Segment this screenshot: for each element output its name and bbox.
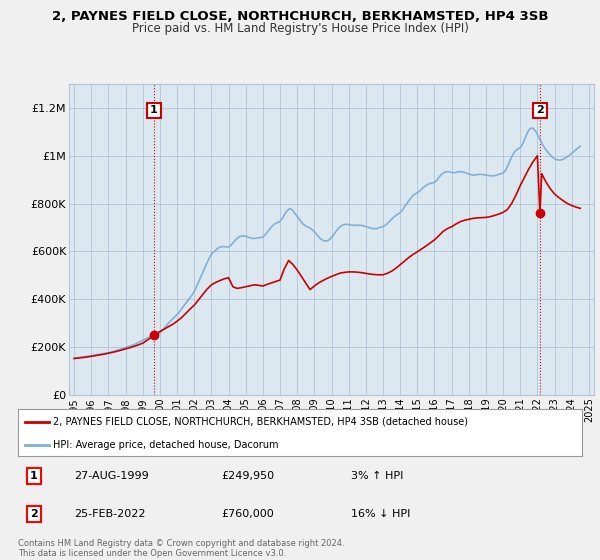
Text: Contains HM Land Registry data © Crown copyright and database right 2024.
This d: Contains HM Land Registry data © Crown c… (18, 539, 344, 558)
Text: 2, PAYNES FIELD CLOSE, NORTHCHURCH, BERKHAMSTED, HP4 3SB: 2, PAYNES FIELD CLOSE, NORTHCHURCH, BERK… (52, 10, 548, 23)
Text: 25-FEB-2022: 25-FEB-2022 (74, 508, 146, 519)
Text: £760,000: £760,000 (221, 508, 274, 519)
Text: 1: 1 (30, 471, 38, 481)
Text: 2, PAYNES FIELD CLOSE, NORTHCHURCH, BERKHAMSTED, HP4 3SB (detached house): 2, PAYNES FIELD CLOSE, NORTHCHURCH, BERK… (53, 417, 468, 427)
Text: HPI: Average price, detached house, Dacorum: HPI: Average price, detached house, Daco… (53, 441, 278, 450)
Text: Price paid vs. HM Land Registry's House Price Index (HPI): Price paid vs. HM Land Registry's House … (131, 22, 469, 35)
Text: 27-AUG-1999: 27-AUG-1999 (74, 471, 149, 481)
Text: 2: 2 (30, 508, 38, 519)
Text: 16% ↓ HPI: 16% ↓ HPI (351, 508, 410, 519)
Text: 1: 1 (150, 105, 158, 115)
Text: £249,950: £249,950 (221, 471, 274, 481)
Text: 3% ↑ HPI: 3% ↑ HPI (351, 471, 403, 481)
Text: 2: 2 (536, 105, 544, 115)
